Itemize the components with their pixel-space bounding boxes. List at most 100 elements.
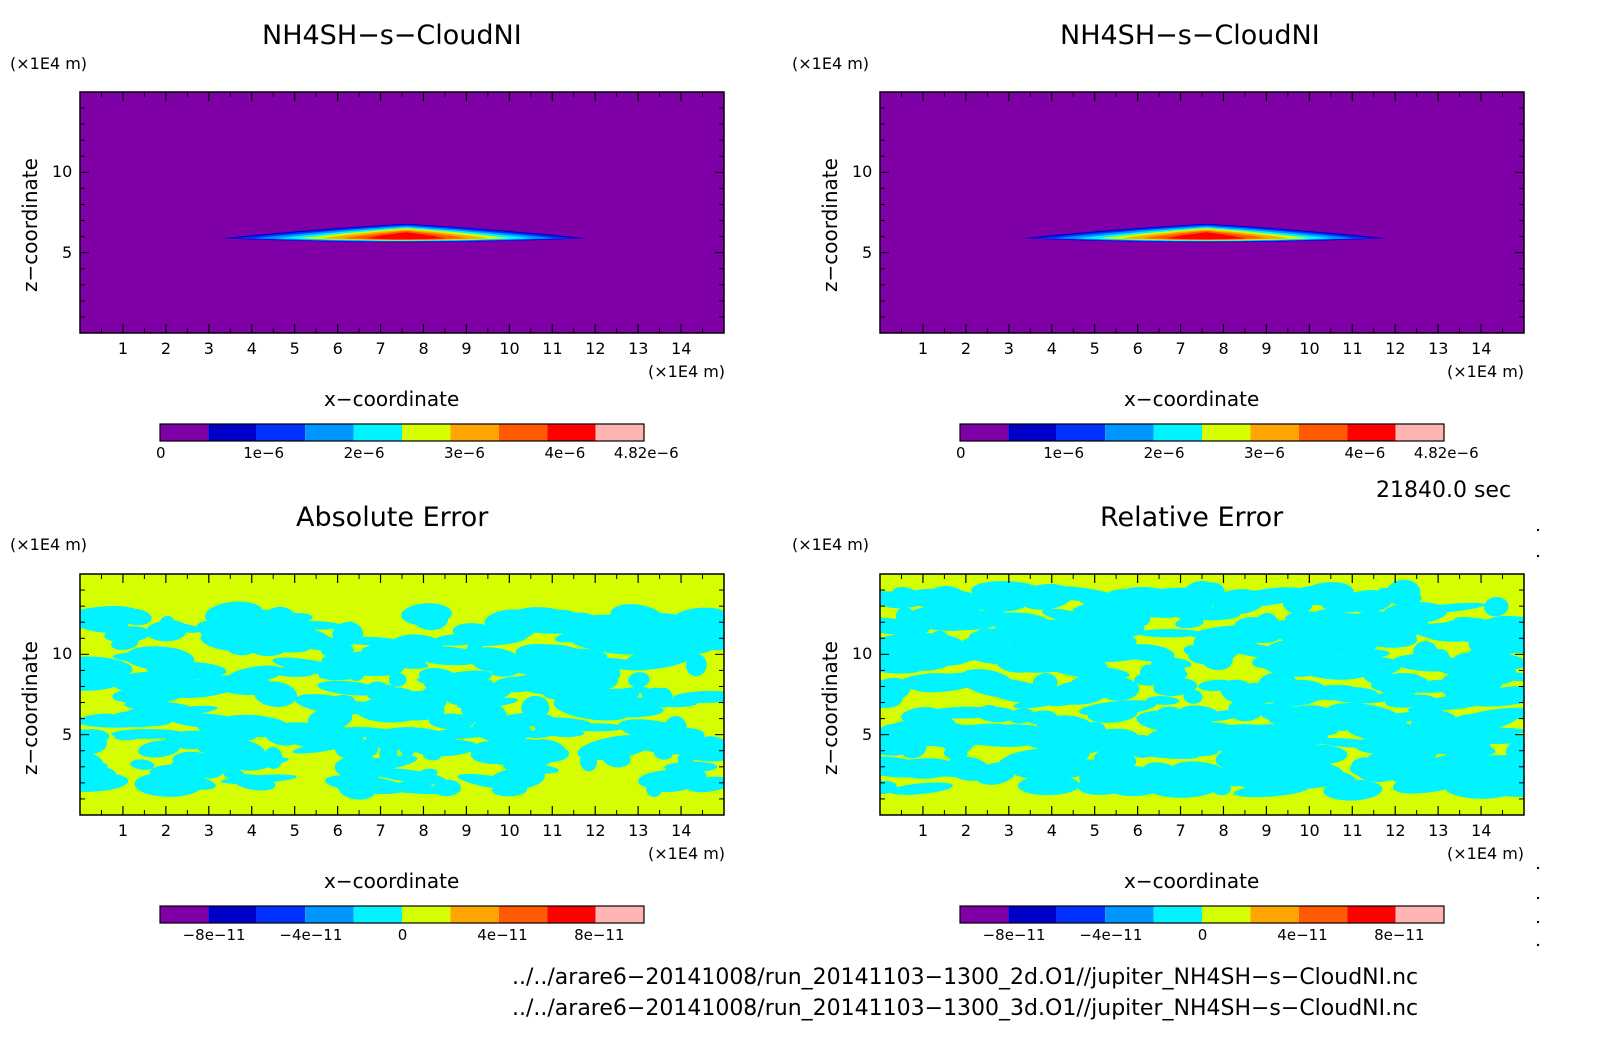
error-region xyxy=(1287,744,1348,765)
edge-dot xyxy=(1536,896,1540,900)
edge-dot xyxy=(1536,528,1540,532)
x-tick-label: 4 xyxy=(246,821,257,840)
colorbar-segment xyxy=(547,424,596,441)
error-region xyxy=(1119,623,1145,634)
error-region xyxy=(899,738,927,759)
x-tick-label: 9 xyxy=(1261,339,1272,358)
error-region xyxy=(880,657,923,674)
colorbar-segment xyxy=(208,906,257,923)
colorbar-tick-label: 4e−6 xyxy=(544,444,586,462)
y-unit-label-top-right: (×1E4 m) xyxy=(792,54,870,73)
colorbar-segment xyxy=(1298,906,1348,923)
x-tick-label: 14 xyxy=(671,821,692,840)
error-region xyxy=(1137,629,1202,638)
colorbar-segment xyxy=(305,424,354,441)
error-region xyxy=(579,751,598,772)
colorbar-segment xyxy=(160,424,209,441)
x-tick-label: 10 xyxy=(499,339,520,358)
colorbar-segment xyxy=(1202,906,1251,923)
error-region xyxy=(569,634,650,655)
colorbar-segment xyxy=(1298,424,1348,441)
error-region xyxy=(223,768,245,780)
error-region xyxy=(898,612,937,624)
error-region xyxy=(1239,591,1258,612)
error-region xyxy=(685,653,707,677)
x-tick-label: 7 xyxy=(375,821,386,840)
error-region xyxy=(1010,639,1075,655)
error-region xyxy=(1338,599,1390,608)
error-region xyxy=(379,741,398,766)
error-region xyxy=(974,587,1036,608)
error-region xyxy=(1474,663,1491,676)
x-tick-label: 9 xyxy=(1261,821,1272,840)
cloud-layer-band xyxy=(1165,232,1246,240)
x-tick-label: 8 xyxy=(1218,821,1229,840)
y-axis-title-top-left: z−coordinate xyxy=(18,158,42,292)
colorbar-segment xyxy=(450,906,499,923)
colorbar-tick-label: 0 xyxy=(156,444,166,462)
error-region xyxy=(423,751,441,761)
y-tick-label: 5 xyxy=(862,242,873,262)
y-unit-label-bottom-right: (×1E4 m) xyxy=(792,535,870,554)
colorbar-segment xyxy=(402,424,451,441)
error-region xyxy=(508,646,580,673)
x-tick-label: 7 xyxy=(375,339,386,358)
colorbar-segment xyxy=(208,424,257,441)
file-path-2d: ../../arare6−20141008/run_20141103−1300_… xyxy=(512,965,1419,990)
error-region xyxy=(370,690,433,704)
y-axis-title-bottom-left: z−coordinate xyxy=(18,641,42,775)
x-tick-label: 8 xyxy=(1218,339,1229,358)
error-region xyxy=(123,700,193,712)
error-region xyxy=(1467,689,1524,707)
error-region xyxy=(1196,709,1247,722)
error-region xyxy=(80,656,133,680)
colorbar-segment xyxy=(402,906,451,923)
x-tick-label: 12 xyxy=(1385,821,1406,840)
colorbar-segment xyxy=(256,906,306,923)
x-tick-label: 9 xyxy=(461,339,472,358)
colorbar-segment xyxy=(353,424,402,441)
error-region xyxy=(80,762,108,774)
edge-dot xyxy=(1536,866,1540,870)
error-region xyxy=(968,629,1007,645)
error-region xyxy=(1051,769,1069,786)
x-tick-label: 3 xyxy=(1003,339,1014,358)
error-region xyxy=(654,699,698,708)
error-region xyxy=(130,759,155,770)
colorbar-segment xyxy=(498,424,548,441)
y-axis-title-bottom-right: z−coordinate xyxy=(818,641,842,775)
x-tick-label: 3 xyxy=(1003,821,1014,840)
error-region xyxy=(546,728,585,738)
error-region xyxy=(427,726,506,740)
error-region xyxy=(1146,696,1180,705)
error-region xyxy=(456,633,506,646)
error-region xyxy=(457,697,519,709)
error-region xyxy=(370,768,446,784)
colorbar-tick-label: 0 xyxy=(956,444,966,462)
colorbar-tick-label: 0 xyxy=(1197,926,1208,944)
x-tick-label: 13 xyxy=(628,821,649,840)
colorbar-segment xyxy=(353,906,402,923)
colorbar-frame xyxy=(959,905,1445,924)
error-region xyxy=(1480,673,1498,690)
x-axis-title-top-right: x−coordinate xyxy=(1124,387,1260,411)
x-tick-label: 6 xyxy=(332,339,343,358)
x-tick-label: 7 xyxy=(1175,821,1186,840)
x-tick-label: 11 xyxy=(542,821,563,840)
y-tick-label: 10 xyxy=(52,644,73,664)
x-unit-label-top-left: (×1E4 m) xyxy=(648,362,726,381)
error-region xyxy=(1104,589,1170,615)
x-tick-label: 12 xyxy=(585,339,606,358)
error-region xyxy=(664,761,718,773)
x-tick-label: 4 xyxy=(246,339,257,358)
file-path-3d: ../../arare6−20141008/run_20141103−1300_… xyxy=(512,996,1419,1021)
x-tick-label: 3 xyxy=(203,821,214,840)
error-region xyxy=(324,775,406,795)
error-region xyxy=(1087,706,1138,723)
panel-title-bottom-left: Absolute Error xyxy=(296,502,489,533)
x-tick-label: 11 xyxy=(542,339,563,358)
x-tick-label: 1 xyxy=(117,339,129,358)
error-region xyxy=(993,612,1054,638)
error-region xyxy=(488,707,509,733)
